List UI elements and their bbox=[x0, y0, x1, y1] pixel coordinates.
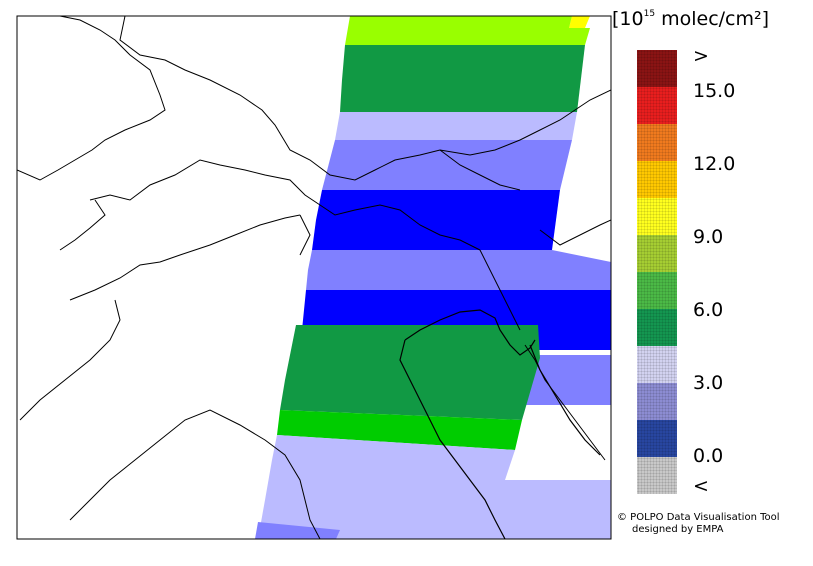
legend-tick-label: 3.0 bbox=[693, 372, 724, 394]
swath-pixel-band bbox=[255, 522, 340, 539]
legend-swatch bbox=[637, 161, 677, 198]
swath-pixel-band bbox=[322, 140, 572, 190]
legend-swatch bbox=[637, 124, 677, 161]
swath-pixel-band bbox=[340, 45, 585, 112]
swath-pixel-band bbox=[569, 16, 590, 28]
swath-pixel-band bbox=[258, 435, 611, 539]
legend-swatch bbox=[637, 87, 677, 124]
swath-pixel-band bbox=[302, 290, 611, 350]
legend-tick-label: 15.0 bbox=[693, 80, 736, 102]
swath-pixel-band bbox=[312, 190, 560, 250]
swath-pixel-band bbox=[277, 410, 522, 450]
legend-tick-label: 9.0 bbox=[693, 226, 724, 248]
satellite-swath bbox=[255, 16, 611, 539]
legend-swatch bbox=[637, 198, 677, 235]
legend-swatch bbox=[637, 457, 677, 494]
legend-tick-label: < bbox=[693, 475, 709, 497]
legend-swatch bbox=[637, 383, 677, 420]
swath-pixel-band bbox=[345, 16, 590, 45]
legend-title: [1015 molec/cm²] bbox=[612, 8, 770, 30]
legend-swatch bbox=[637, 420, 677, 457]
legend-tick-label: > bbox=[693, 45, 709, 67]
map-frame bbox=[16, 15, 612, 540]
legend-tick-label: 0.0 bbox=[693, 445, 724, 467]
legend-swatch bbox=[637, 272, 677, 309]
legend-tick-label: 12.0 bbox=[693, 153, 736, 175]
swath-pixel-band bbox=[306, 250, 611, 290]
swath-pixel-band bbox=[280, 325, 540, 420]
legend-swatch bbox=[637, 346, 677, 383]
country-borders bbox=[17, 16, 611, 539]
credit-line-1: © POLPO Data Visualisation Tool bbox=[617, 512, 780, 523]
color-scale-bar bbox=[637, 50, 677, 494]
swath-pixel-band bbox=[335, 112, 577, 140]
legend-swatch bbox=[637, 50, 677, 87]
credit-line-2: designed by EMPA bbox=[632, 524, 724, 535]
legend-swatch bbox=[637, 309, 677, 346]
legend-swatch bbox=[637, 235, 677, 272]
legend-tick-label: 6.0 bbox=[693, 299, 724, 321]
coastline bbox=[399, 309, 601, 539]
